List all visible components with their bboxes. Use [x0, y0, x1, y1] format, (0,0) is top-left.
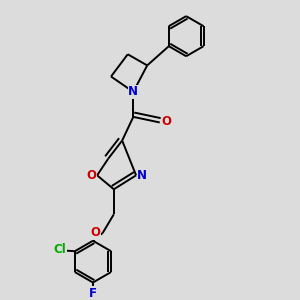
- Text: N: N: [128, 85, 138, 98]
- Text: O: O: [86, 169, 96, 182]
- Text: O: O: [162, 115, 172, 128]
- Text: F: F: [89, 286, 97, 300]
- Text: Cl: Cl: [53, 243, 66, 256]
- Text: N: N: [137, 169, 147, 182]
- Text: O: O: [91, 226, 101, 239]
